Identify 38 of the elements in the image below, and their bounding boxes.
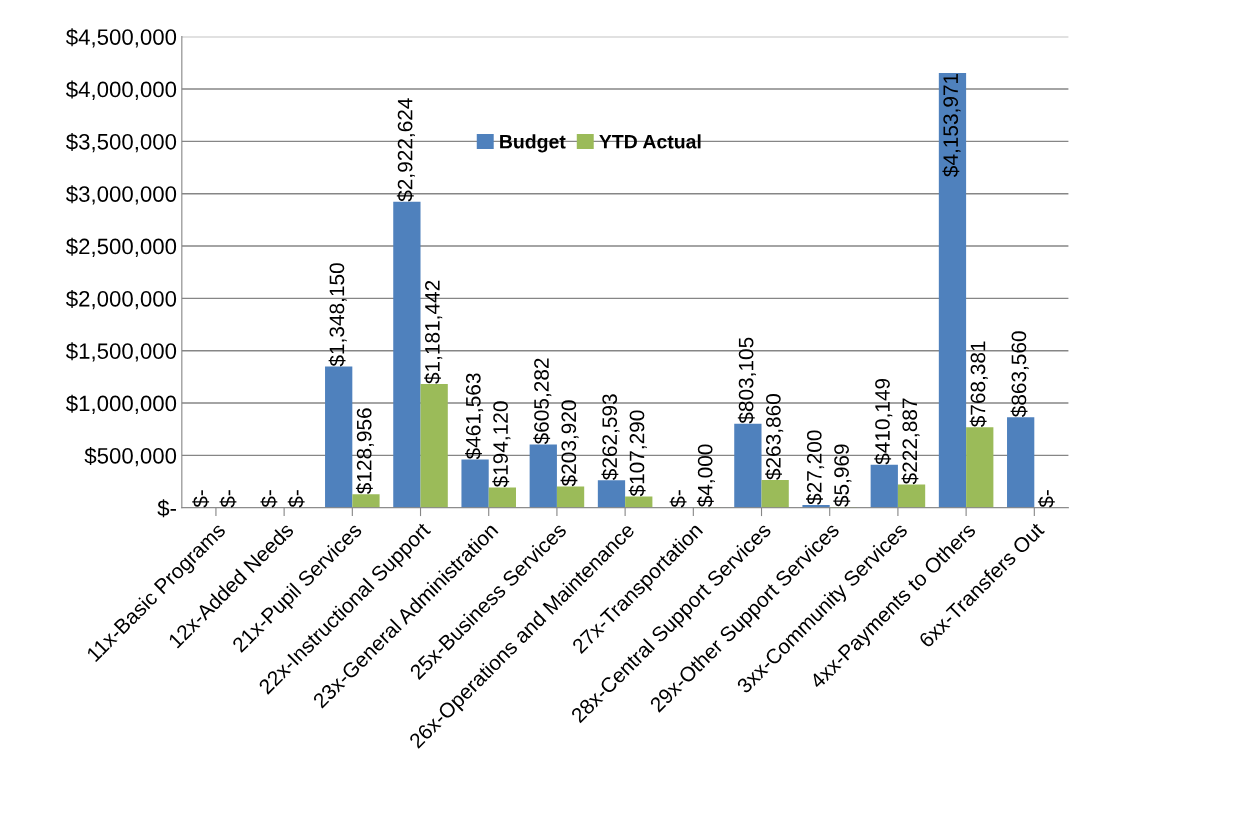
data-label: $2,922,624	[396, 98, 415, 202]
data-label: $107,290	[628, 410, 647, 497]
y-tick-label: $2,500,000	[66, 237, 177, 257]
data-label: $-	[192, 490, 210, 508]
y-tick-label: $2,000,000	[66, 289, 177, 310]
y-tick-label: $3,500,000	[66, 132, 177, 153]
data-label: $803,105	[737, 337, 756, 424]
data-label: $-	[669, 490, 687, 508]
data-label: $1,348,150	[328, 263, 347, 367]
data-label: $768,381	[969, 341, 988, 428]
y-tick-label: $1,000,000	[66, 394, 177, 414]
data-label: $222,887	[901, 398, 920, 485]
data-label: $605,282	[533, 358, 552, 445]
data-label: $4,153,971	[942, 73, 961, 177]
data-label: $-	[287, 490, 305, 508]
data-label: $410,149	[874, 378, 893, 465]
data-label: $-	[260, 490, 278, 508]
data-label: $461,563	[465, 373, 484, 460]
data-label: $27,200	[806, 430, 825, 505]
y-tick-label: $4,000,000	[66, 80, 177, 100]
data-label: $262,593	[601, 394, 620, 481]
y-tick-label: $-	[157, 499, 176, 518]
data-label: $863,560	[1010, 331, 1029, 418]
data-label: $-	[219, 490, 237, 508]
data-label: $263,860	[765, 394, 784, 480]
y-tick-label: $1,500,000	[66, 342, 177, 362]
y-tick-label: $3,000,000	[66, 185, 177, 205]
data-label: $1,181,442	[424, 280, 443, 384]
legend-label: Budget	[500, 134, 566, 153]
legend-label: YTD Actual	[599, 134, 701, 149]
data-label: $203,920	[560, 400, 579, 487]
data-label: $194,120	[492, 401, 511, 488]
y-tick-label: $500,000	[84, 447, 177, 467]
data-label: $5,969	[833, 444, 852, 507]
data-label: $4,000	[696, 444, 716, 508]
data-label: $128,956	[355, 408, 375, 495]
data-label: $-	[1037, 490, 1055, 508]
y-tick-label: $4,500,000	[66, 28, 177, 48]
